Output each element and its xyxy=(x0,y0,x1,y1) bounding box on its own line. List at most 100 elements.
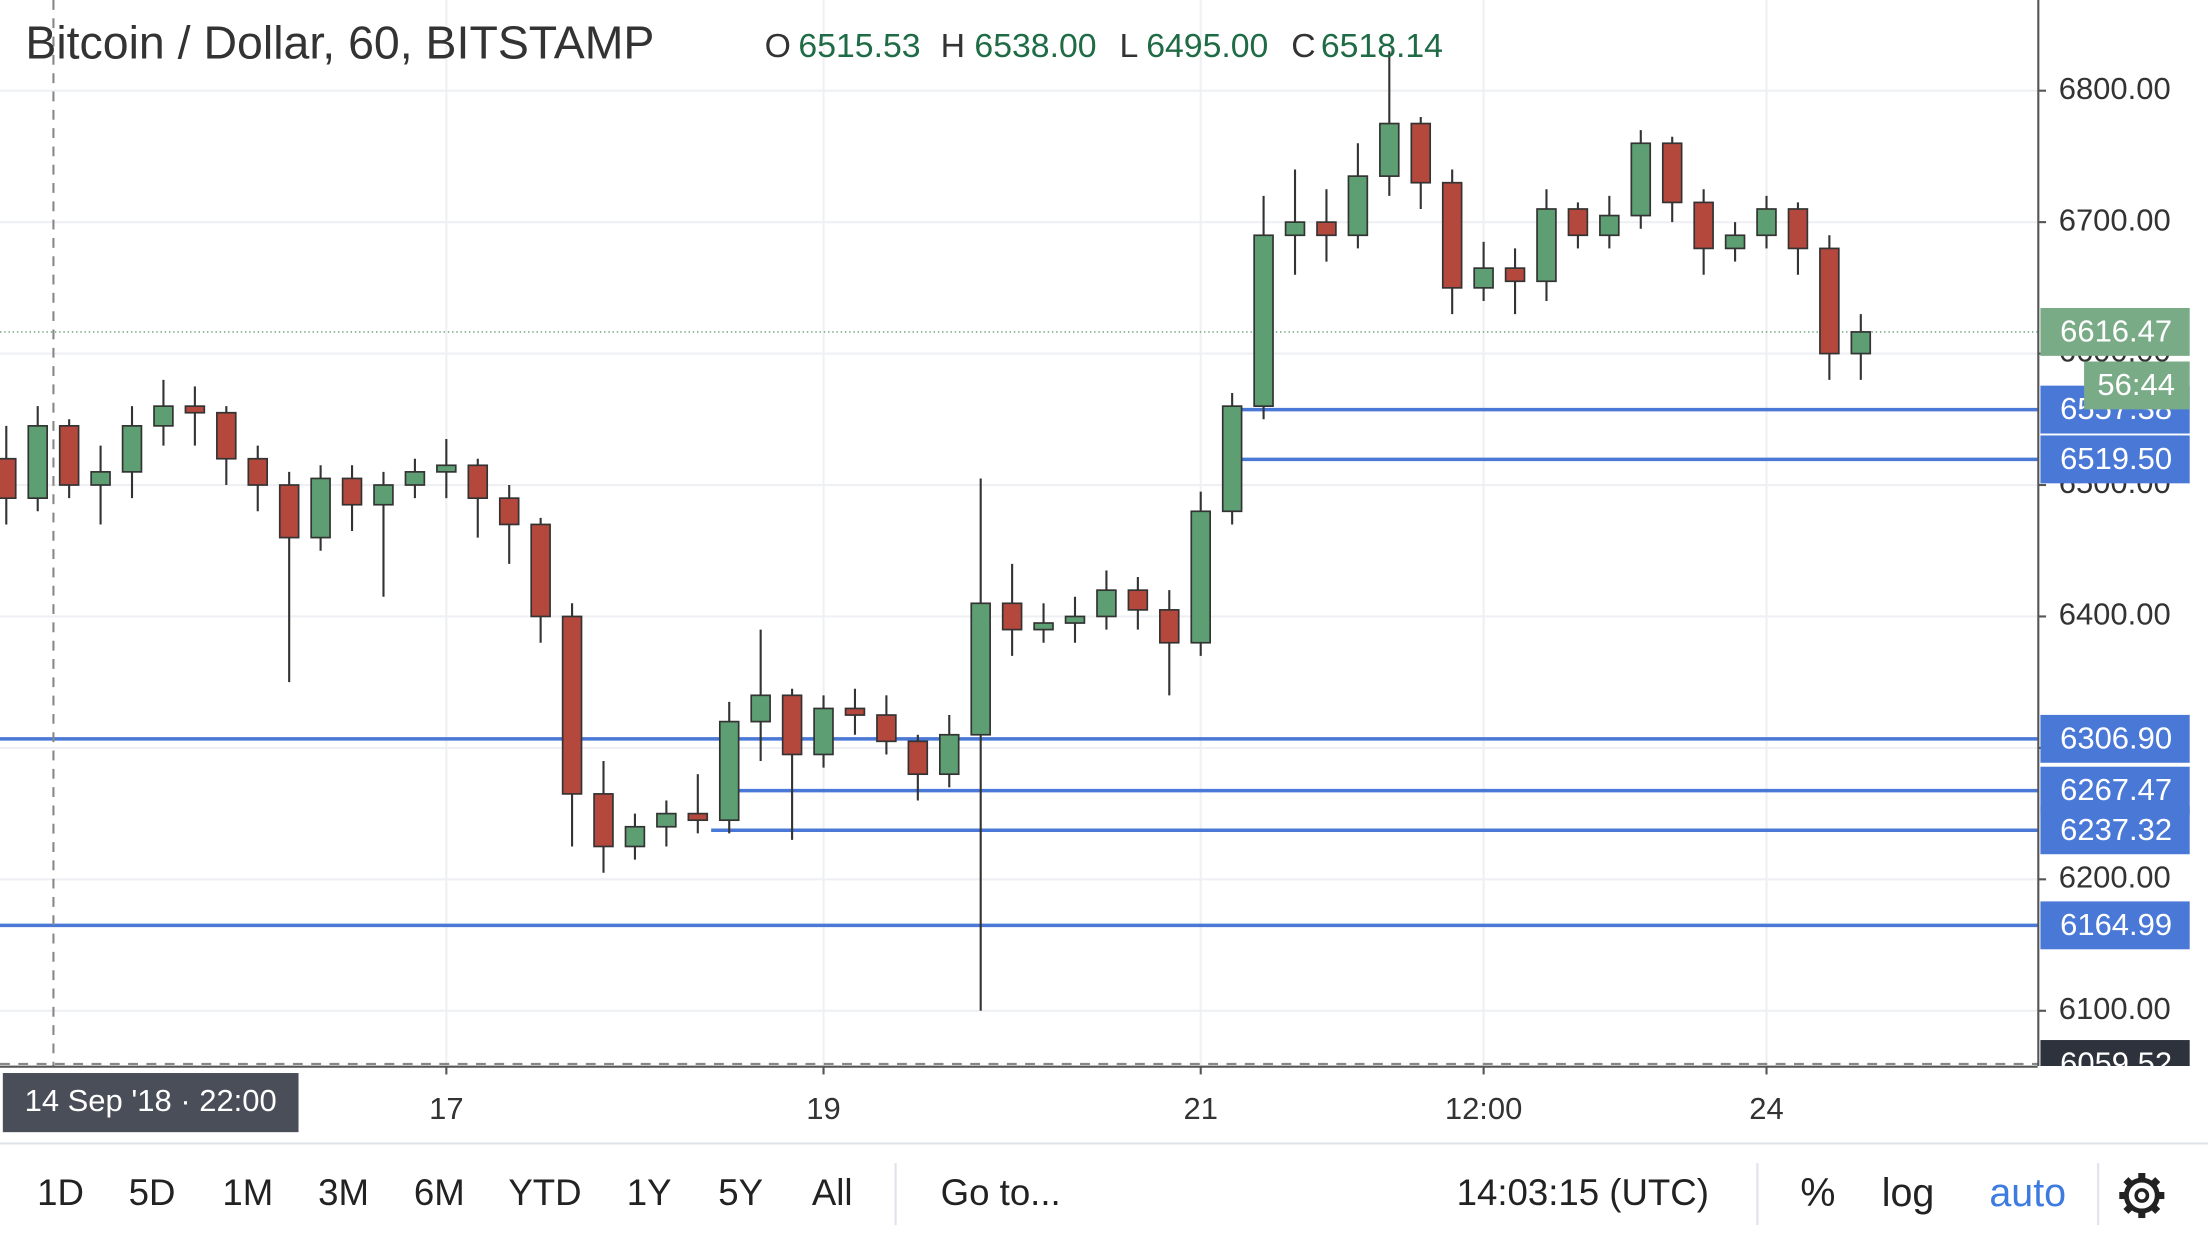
candle-body xyxy=(1536,208,1557,283)
range-button[interactable]: 1D xyxy=(37,1172,84,1213)
candle-body xyxy=(278,484,300,539)
candle-body xyxy=(876,714,897,743)
option-button[interactable]: % xyxy=(1800,1171,1835,1215)
candle-body xyxy=(1190,510,1211,644)
candle-body xyxy=(153,405,174,427)
candle-body xyxy=(27,425,48,500)
level-price-label: 6164.99 xyxy=(2060,907,2172,942)
candle-body xyxy=(373,484,394,506)
candle-body xyxy=(656,812,677,828)
candle-body xyxy=(1504,267,1526,283)
candle-body xyxy=(1253,234,1274,407)
level-price-label: 6267.47 xyxy=(2060,772,2172,807)
level-price-box xyxy=(2040,714,2190,763)
candle-body xyxy=(216,411,237,460)
candle-body xyxy=(1159,609,1180,644)
y-tick-label: 6100.00 xyxy=(2059,991,2171,1026)
ohlc-key: H xyxy=(941,27,965,65)
x-tick-label: 21 xyxy=(1183,1091,1217,1126)
ohlc-value: 6518.14 xyxy=(1321,27,1443,65)
range-button[interactable]: YTD xyxy=(508,1172,581,1213)
gear-teeth xyxy=(2119,1173,2165,1219)
candle-body xyxy=(404,471,426,486)
candle-body xyxy=(498,497,520,526)
ohlc-key: O xyxy=(765,27,791,65)
candle-body xyxy=(1630,142,1652,217)
settings-button[interactable] xyxy=(2119,1173,2165,1219)
x-tick-label: 19 xyxy=(806,1091,840,1126)
level-price-box xyxy=(2040,901,2190,950)
candle-body xyxy=(907,740,929,776)
range-button[interactable]: All xyxy=(812,1172,853,1213)
option-button[interactable]: auto xyxy=(1989,1171,2066,1215)
candle-body xyxy=(1064,615,1086,624)
last-price-label: 6616.47 xyxy=(2060,314,2172,349)
candle-body xyxy=(1127,589,1149,611)
ohlc-key: C xyxy=(1291,27,1315,65)
candle-body xyxy=(1599,214,1620,237)
grid xyxy=(0,0,2038,1066)
candle-body xyxy=(844,707,866,716)
clock: 14:03:15 (UTC) xyxy=(1457,1172,1709,1213)
range-button[interactable]: 6M xyxy=(414,1172,465,1213)
range-button[interactable]: 1Y xyxy=(627,1172,672,1213)
candle-body xyxy=(1724,234,1746,250)
candle-body xyxy=(561,615,583,795)
candle-body xyxy=(1787,208,1809,250)
level-price-label: 6519.50 xyxy=(2060,441,2172,476)
countdown-box xyxy=(2084,361,2190,410)
candle-body xyxy=(750,694,771,723)
ohlc-key: L xyxy=(1119,27,1138,65)
crosshair-time-box xyxy=(2,1073,299,1133)
x-tick-label: 12:00 xyxy=(1445,1091,1523,1126)
candle-body xyxy=(1473,267,1494,289)
candle-body xyxy=(1567,208,1589,237)
x-tick-label: 17 xyxy=(429,1091,463,1126)
chart-title: Bitcoin / Dollar, 60, BITSTAMP xyxy=(25,17,654,69)
header: Bitcoin / Dollar, 60, BITSTAMP O 6515.53 H… xyxy=(25,17,1443,69)
level-price-label: 6237.32 xyxy=(2060,812,2172,847)
crosshair-time-label: 14 Sep '18 · 22:00 xyxy=(25,1083,277,1118)
candle-body xyxy=(247,457,269,486)
candle-body xyxy=(970,602,991,736)
candle-body xyxy=(1379,122,1400,177)
option-button[interactable]: log xyxy=(1882,1171,1935,1215)
candle-body xyxy=(718,720,740,822)
candle-body xyxy=(1410,122,1432,184)
level-price-box xyxy=(2040,806,2190,855)
candle-body xyxy=(436,464,457,473)
range-button[interactable]: 1M xyxy=(222,1172,273,1213)
toolbar: Go to... 14:03:15 (UTC) 1D 5D 1M 3M 6M YTD 1Y 5… xyxy=(37,1163,2165,1226)
candle-body xyxy=(1756,208,1777,237)
crosshair-price-box xyxy=(2040,1040,2190,1066)
candle-body xyxy=(1850,331,1872,355)
candle-body xyxy=(90,471,111,486)
plot-area xyxy=(0,0,2038,1066)
candle-body xyxy=(530,523,551,618)
candle-body xyxy=(624,825,646,848)
candle-body xyxy=(781,694,803,756)
goto-button[interactable]: Go to... xyxy=(941,1172,1061,1213)
level-price-box xyxy=(2040,435,2190,484)
candle-body xyxy=(1347,175,1369,237)
gear-icon xyxy=(2134,1188,2150,1203)
crosshair-price-group: 6059.52 xyxy=(2040,1040,2190,1066)
range-button[interactable]: 3M xyxy=(318,1172,369,1213)
range-button[interactable]: 5Y xyxy=(718,1172,763,1213)
candle-body xyxy=(121,425,143,473)
candle-body xyxy=(938,733,960,776)
candle-body xyxy=(813,707,834,756)
candle-body xyxy=(0,457,17,500)
candle-body xyxy=(1033,622,1054,631)
countdown-label: 56:44 xyxy=(2097,367,2175,402)
y-tick-label: 6400.00 xyxy=(2059,597,2171,632)
labels: 17192112:00246557.386519.506306.906267.4… xyxy=(2,307,2190,1133)
candle-body xyxy=(1316,221,1337,237)
candle-body xyxy=(1284,221,1306,237)
range-button[interactable]: 5D xyxy=(129,1172,176,1213)
candle-body xyxy=(1441,181,1463,289)
candle-body xyxy=(1819,247,1840,355)
y-tick-label: 6700.00 xyxy=(2059,202,2171,237)
